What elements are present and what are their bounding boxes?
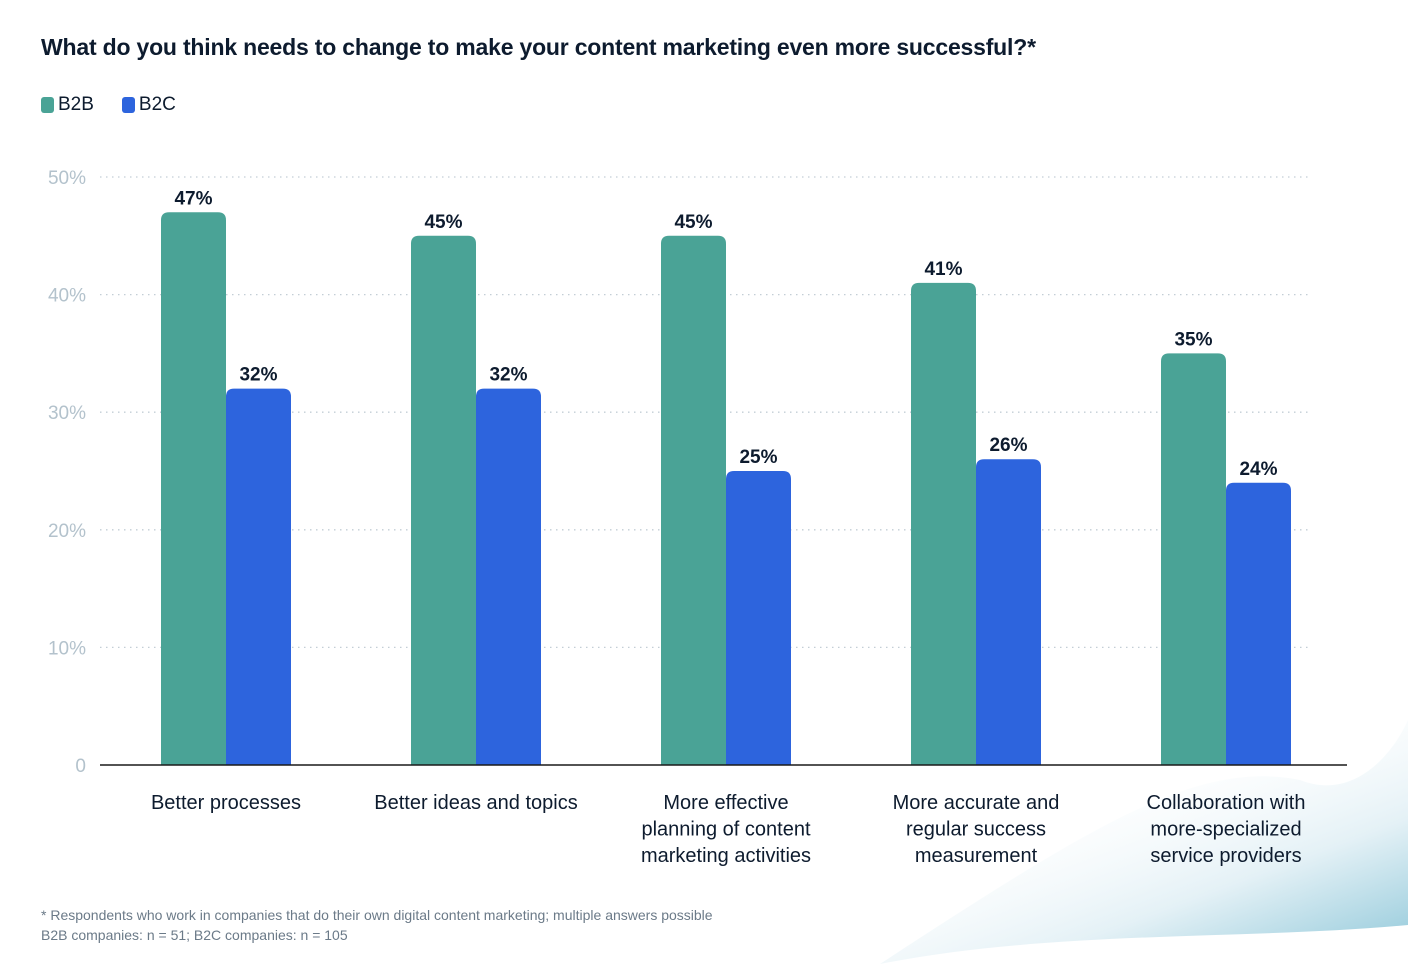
bar-b2b <box>411 235 476 766</box>
x-axis-label-line: measurement <box>915 845 1038 867</box>
y-tick-label: 40% <box>48 286 86 307</box>
bar-b2c <box>726 471 791 765</box>
x-axis-label-line: Better ideas and topics <box>374 792 577 814</box>
data-label-b2c: 32% <box>239 365 277 386</box>
bar-b2b <box>161 212 226 765</box>
y-tick-label: 20% <box>48 521 86 542</box>
bar-b2c <box>226 388 291 765</box>
legend-swatch-b2c <box>121 97 135 113</box>
chart-title: What do you think needs to change to mak… <box>41 34 1036 60</box>
y-tick-label: 50% <box>48 168 86 189</box>
bar-b2b <box>1161 353 1226 765</box>
x-axis-label: Better ideas and topics <box>374 792 577 814</box>
legend-label-b2c: B2C <box>138 94 176 115</box>
x-axis-label: More effective planning of content marketi… <box>641 792 811 867</box>
footnote-respondents: * Respondents who work in companies that… <box>41 907 713 923</box>
x-axis-label-line: marketing activities <box>641 845 811 867</box>
legend: B2B B2C <box>41 94 176 116</box>
legend-label-b2b: B2B <box>58 94 94 115</box>
data-label-b2c: 25% <box>739 447 777 468</box>
bar-b2b <box>911 282 976 765</box>
data-label-b2c: 24% <box>1239 459 1277 480</box>
data-label-b2b: 47% <box>174 188 212 209</box>
y-tick-label: 30% <box>48 403 86 424</box>
footnote: * Respondents who work in companies that… <box>41 905 713 945</box>
bar-b2c <box>1226 482 1291 765</box>
y-tick-label: 10% <box>48 638 86 659</box>
x-axis-label-line: More accurate and <box>893 792 1060 814</box>
x-axis-label-line: regular success <box>906 819 1046 841</box>
bar-b2c <box>976 459 1041 765</box>
x-axis-label-line: More effective <box>663 792 788 814</box>
bar-b2c <box>476 388 541 765</box>
bar-b2b <box>661 235 726 766</box>
data-label-b2c: 32% <box>489 365 527 386</box>
data-label-b2c: 26% <box>989 435 1027 456</box>
data-label-b2b: 45% <box>674 212 712 233</box>
legend-item-b2c[interactable]: B2C <box>121 94 176 116</box>
y-tick-label: 0 <box>75 756 86 777</box>
x-axis-label-line: service providers <box>1150 845 1301 867</box>
data-label-b2b: 35% <box>1174 329 1212 350</box>
legend-swatch-b2b <box>41 97 54 113</box>
x-axis-label-line: planning of content <box>641 819 810 841</box>
x-axis-label: Better processes <box>151 792 301 814</box>
x-axis-label-line: Better processes <box>151 792 301 814</box>
legend-item-b2b[interactable]: B2B <box>41 94 94 116</box>
x-axis-label: More accurate and regular success measurem… <box>893 792 1060 867</box>
x-axis-label-line: Collaboration with <box>1147 792 1306 814</box>
x-axis-label: Collaboration with more-specialized servic… <box>1147 792 1306 867</box>
x-axis-label-line: more-specialized <box>1150 819 1301 841</box>
data-label-b2b: 45% <box>424 212 462 233</box>
footnote-sample-size: B2B companies: n = 51; B2C companies: n … <box>41 927 348 943</box>
data-label-b2b: 41% <box>924 259 962 280</box>
